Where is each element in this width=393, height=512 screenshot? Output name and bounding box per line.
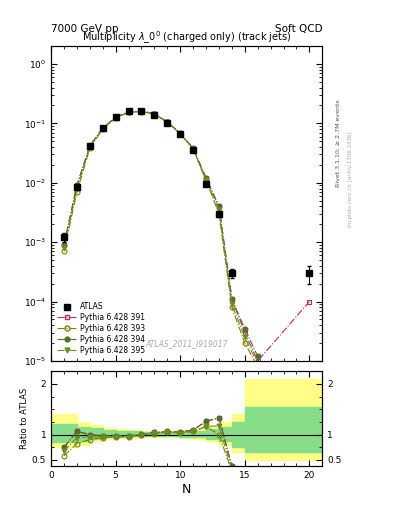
Legend: ATLAS, Pythia 6.428 391, Pythia 6.428 393, Pythia 6.428 394, Pythia 6.428 395: ATLAS, Pythia 6.428 391, Pythia 6.428 39… [55, 300, 147, 357]
Title: Multiplicity $\lambda\_0^0$ (charged only) (track jets): Multiplicity $\lambda\_0^0$ (charged onl… [82, 30, 292, 46]
Text: Soft QCD: Soft QCD [275, 24, 322, 34]
X-axis label: N: N [182, 482, 191, 496]
Y-axis label: Ratio to ATLAS: Ratio to ATLAS [20, 388, 29, 449]
Text: mcplots.cern.ch [arXiv:1306.3436]: mcplots.cern.ch [arXiv:1306.3436] [348, 132, 353, 227]
Text: 7000 GeV pp: 7000 GeV pp [51, 24, 119, 34]
Text: ATLAS_2011_I919017: ATLAS_2011_I919017 [145, 339, 228, 348]
Text: Rivet 3.1.10; ≥ 2.7M events: Rivet 3.1.10; ≥ 2.7M events [336, 99, 341, 187]
